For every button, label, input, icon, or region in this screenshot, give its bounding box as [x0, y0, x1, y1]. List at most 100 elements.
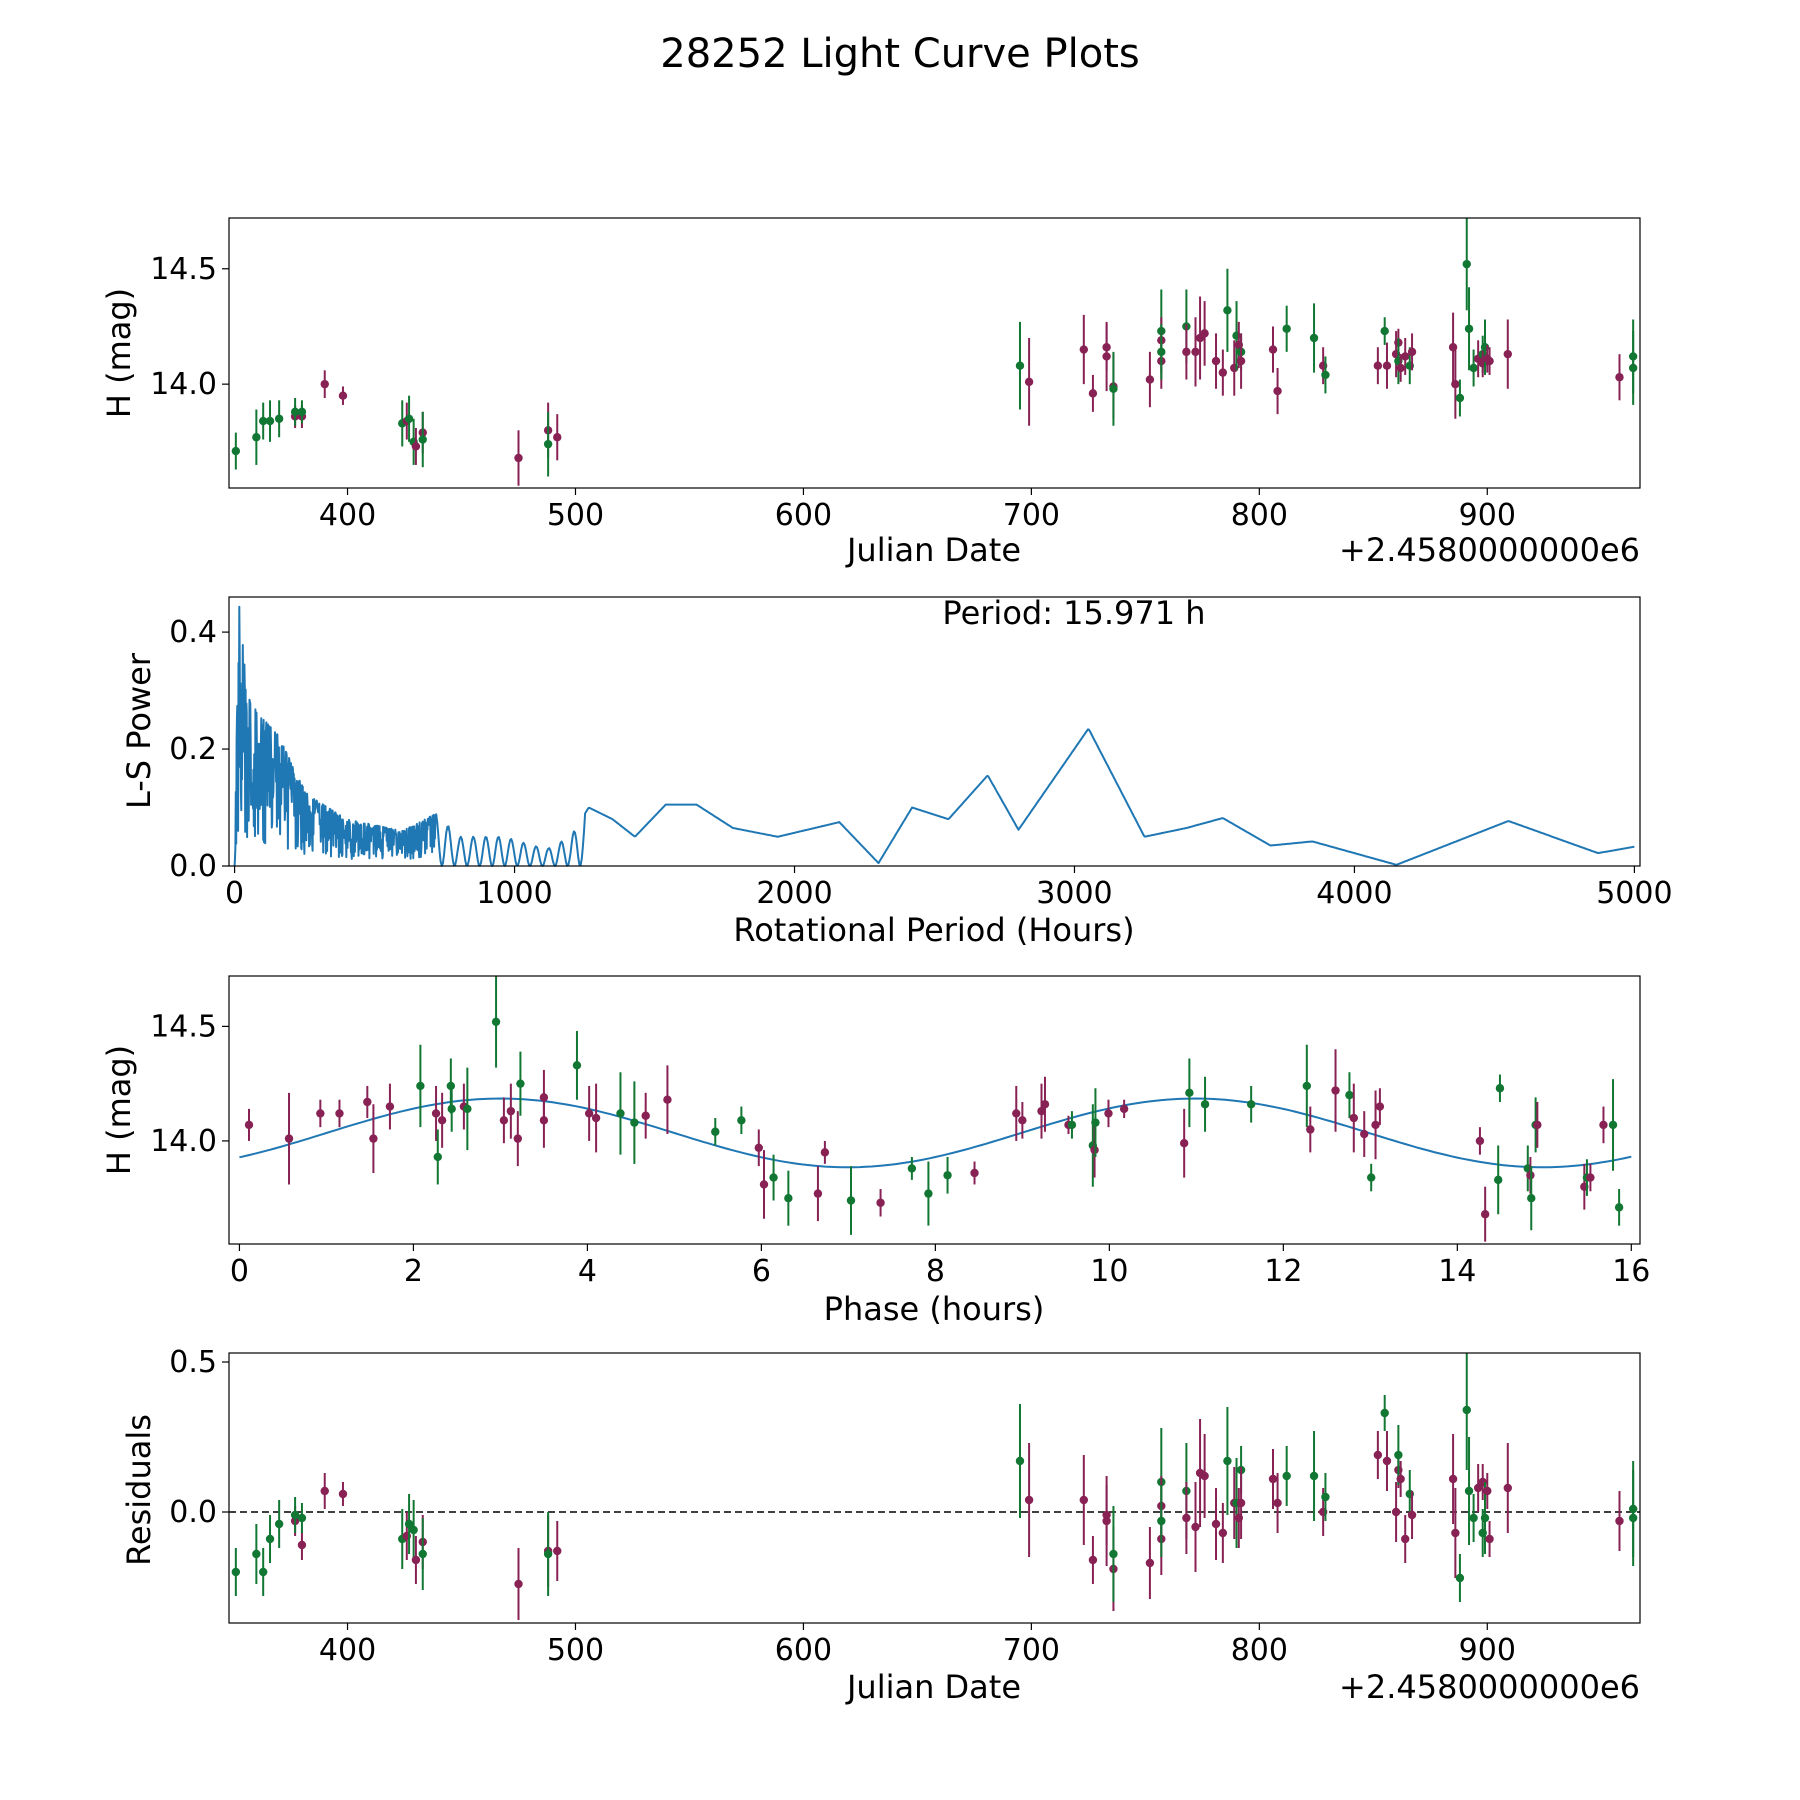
- x-tick-label: 700: [1003, 1633, 1060, 1668]
- data-point: [1396, 1474, 1405, 1484]
- data-point: [1375, 1102, 1385, 1111]
- x-tick-label: 900: [1459, 1633, 1516, 1668]
- data-point: [1306, 1125, 1315, 1134]
- data-point: [404, 1519, 414, 1529]
- phase-folded-frame: [228, 975, 1641, 1245]
- data-point: [290, 407, 300, 417]
- data-point: [1088, 389, 1098, 398]
- data-point: [1321, 370, 1330, 380]
- periodogram-ticks: 0 1000 2000 3000 4000 5000 0.0 0.2 0.4: [169, 615, 1672, 911]
- data-point: [1182, 347, 1191, 357]
- x-tick-label: 400: [319, 498, 376, 533]
- data-point: [1608, 1120, 1618, 1130]
- data-point: [1211, 356, 1221, 366]
- data-point: [1360, 1129, 1369, 1139]
- data-point: [1236, 356, 1246, 366]
- data-point: [1494, 1175, 1503, 1185]
- data-point: [1464, 324, 1474, 333]
- x-tick-label: 1000: [476, 876, 552, 911]
- data-point: [630, 1118, 639, 1127]
- residuals-ticks: 400 500 600 700 800 900 0.0 0.5: [169, 1345, 1516, 1668]
- data-point: [1462, 1405, 1471, 1415]
- data-point: [1455, 393, 1465, 403]
- light-curve-points: [231, 218, 1638, 486]
- x-tick-label: 16: [1612, 1254, 1650, 1289]
- data-point: [1191, 1522, 1200, 1532]
- data-point: [1451, 1528, 1460, 1538]
- data-point: [290, 1510, 300, 1520]
- y-tick-label: 0.5: [169, 1345, 217, 1380]
- data-point: [1104, 1109, 1113, 1118]
- light-curve-ylabel: H (mag): [100, 288, 138, 418]
- data-point: [1407, 1510, 1417, 1520]
- data-point: [411, 1555, 421, 1565]
- data-point: [1109, 1549, 1118, 1559]
- data-point: [1382, 361, 1392, 370]
- data-point: [1273, 1498, 1282, 1508]
- y-tick-label: 0.2: [169, 732, 217, 767]
- periodogram-series: [233, 605, 1635, 867]
- data-point: [516, 1079, 525, 1088]
- data-point: [1628, 1513, 1638, 1523]
- data-point: [1200, 329, 1209, 338]
- data-point: [1396, 363, 1405, 373]
- x-tick-label: 500: [547, 1633, 604, 1668]
- data-point: [338, 391, 348, 400]
- data-point: [1273, 386, 1282, 396]
- data-point: [1469, 363, 1478, 373]
- data-point: [1145, 375, 1155, 384]
- data-point: [1109, 384, 1118, 393]
- data-point: [543, 1549, 553, 1559]
- data-point: [1268, 345, 1278, 354]
- model-fit-curve: [239, 1097, 1632, 1169]
- phase-folded-ylabel: H (mag): [100, 1045, 138, 1175]
- data-point: [491, 1017, 501, 1027]
- data-point: [369, 1134, 378, 1143]
- data-point: [1157, 347, 1166, 357]
- data-point: [663, 1095, 672, 1104]
- data-point: [297, 1513, 307, 1523]
- x-tick-label: 2: [404, 1254, 423, 1289]
- data-point: [447, 1104, 456, 1114]
- data-point: [1475, 1136, 1485, 1146]
- data-point: [499, 1116, 509, 1125]
- data-point: [1018, 1116, 1027, 1125]
- x-tick-label: 700: [1003, 498, 1060, 533]
- periodogram-frame: [228, 596, 1641, 867]
- data-point: [1067, 1120, 1077, 1130]
- data-point: [1079, 1495, 1089, 1505]
- data-point: [539, 1116, 549, 1125]
- data-point: [1533, 1120, 1542, 1130]
- data-point: [1382, 1456, 1392, 1466]
- data-point: [970, 1168, 979, 1178]
- light-curve-panel: 400 500 600 700 800 900 14.0 14.5 Julian Date +…: [100, 217, 1641, 569]
- data-point: [1268, 1474, 1278, 1484]
- data-point: [572, 1061, 582, 1070]
- data-point: [1495, 1084, 1505, 1093]
- data-point: [1088, 1555, 1098, 1565]
- data-point: [924, 1189, 933, 1198]
- data-point: [1451, 379, 1460, 389]
- data-point: [1464, 1486, 1474, 1496]
- data-point: [514, 453, 523, 463]
- data-point: [1179, 1139, 1189, 1148]
- data-point: [1102, 1516, 1111, 1526]
- data-point: [543, 439, 553, 449]
- y-tick-label: 14.0: [150, 367, 217, 402]
- data-point: [1145, 1558, 1155, 1568]
- data-point: [1282, 1471, 1291, 1481]
- data-point: [784, 1193, 793, 1203]
- data-point: [1462, 259, 1471, 269]
- light-curve-offset-label: +2.4580000000e6: [1339, 531, 1640, 569]
- y-tick-label: 14.5: [150, 252, 217, 287]
- data-point: [404, 414, 414, 423]
- data-point: [1391, 1507, 1401, 1517]
- data-point: [297, 1540, 307, 1550]
- data-point: [591, 1113, 601, 1123]
- x-tick-label: 600: [775, 1633, 832, 1668]
- data-point: [1373, 361, 1383, 370]
- y-tick-label: 0.0: [169, 1495, 217, 1530]
- data-point: [1380, 326, 1389, 336]
- data-point: [252, 433, 261, 442]
- data-point: [943, 1171, 952, 1180]
